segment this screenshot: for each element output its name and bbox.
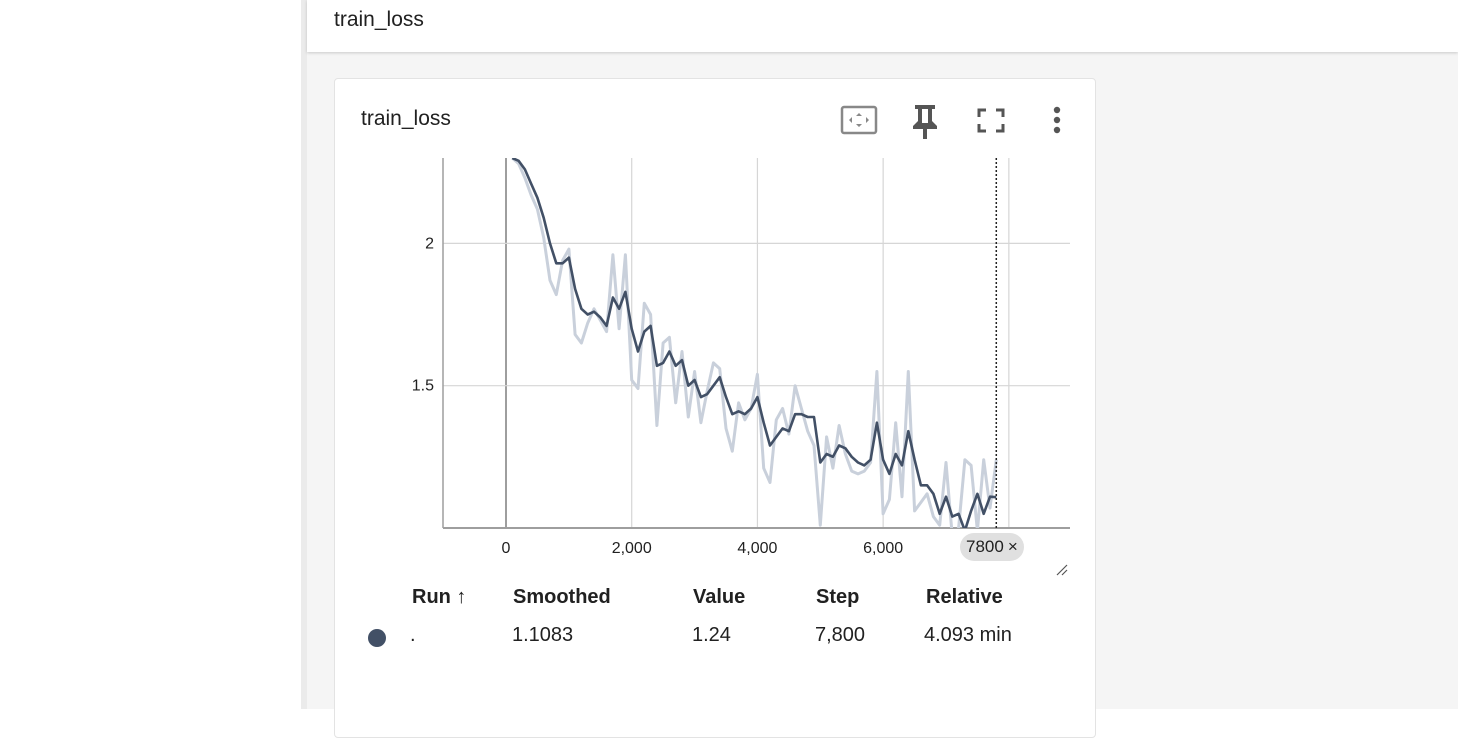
column-header-smoothed[interactable]: Smoothed [513,586,611,608]
step-chip[interactable]: 7800 × [960,533,1024,561]
fit-to-data-button[interactable] [837,101,881,141]
scalar-card: train_loss 0 2,000 4,000 6,00 [334,78,1096,738]
cell-smoothed: 1.1083 [512,624,574,646]
line-chart[interactable]: 0 2,000 4,000 6,000 1.5 2 [335,79,1095,579]
series-smoothed-line [511,158,997,528]
x-tick-label: 0 [502,540,511,557]
card-title: train_loss [361,107,451,130]
step-chip-label: 7800 [966,537,1004,556]
pin-icon [913,105,937,139]
fit-to-data-icon [840,105,878,135]
x-tick-label: 6,000 [863,540,903,557]
fullscreen-button[interactable] [969,101,1013,141]
cell-step: 7,800 [815,624,866,646]
tag-group-header[interactable]: train_loss [307,0,1458,52]
main-pane: train_loss train_loss [307,0,1458,738]
left-sidebar [0,0,301,709]
x-tick-label: 2,000 [612,540,652,557]
more-vert-icon [1053,106,1061,134]
series-raw-line [511,158,998,528]
cell-relative: 4.093 min [924,624,1012,646]
run-color-dot [368,629,386,647]
pane-divider[interactable] [301,0,307,709]
cell-run: . [410,624,416,646]
column-header-value[interactable]: Value [693,586,746,608]
resize-handle-icon[interactable] [1055,563,1069,577]
cell-value: 1.24 [692,624,731,646]
column-header-run[interactable]: Run ↑ [412,586,467,608]
x-tick-label: 4,000 [737,540,777,557]
tag-group-title: train_loss [334,8,424,31]
column-header-relative[interactable]: Relative [926,586,1003,608]
column-header-step[interactable]: Step [816,586,860,608]
fullscreen-icon [977,108,1005,133]
y-tick-label: 1.5 [412,378,434,395]
more-options-button[interactable] [1035,101,1079,141]
close-icon[interactable]: × [1007,537,1018,556]
y-tick-label: 2 [425,235,434,252]
pin-button[interactable] [903,101,947,141]
